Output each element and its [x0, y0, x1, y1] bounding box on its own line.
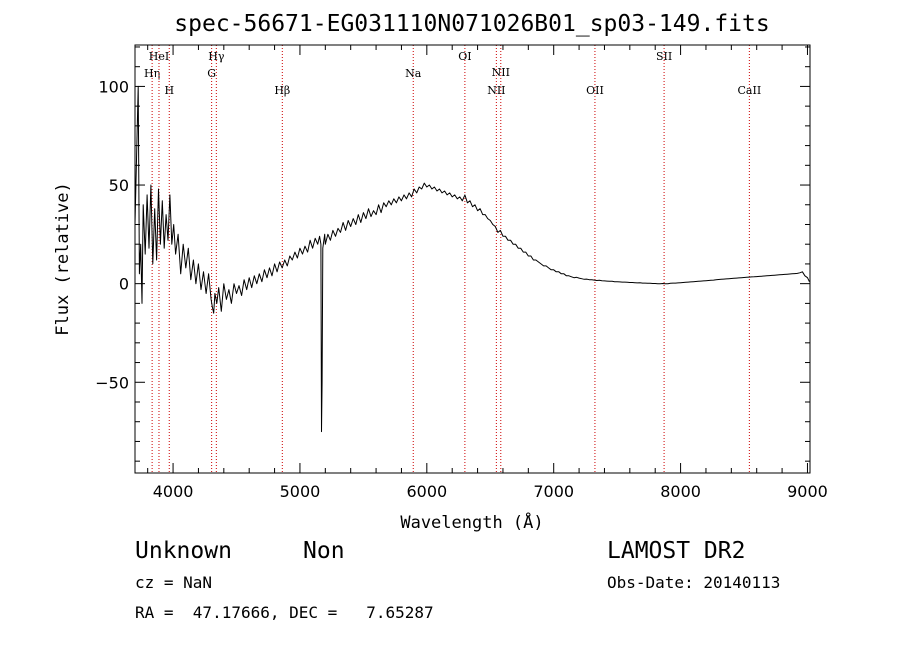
x-tick-label: 9000: [787, 482, 828, 501]
line-label: OI: [458, 50, 471, 63]
coordinates: RA = 47.17666, DEC = 7.65287: [135, 603, 434, 622]
x-tick-label: 4000: [153, 482, 194, 501]
line-label: HeI: [149, 50, 169, 63]
line-markers: Hη HeI H Hγ G Hβ Na OI NII NII OII SII CaII: [144, 45, 761, 473]
y-axis: −50 0 50 100: [95, 46, 810, 462]
class-label: Unknown: [135, 538, 232, 564]
y-tick-label: 50: [109, 176, 129, 195]
line-label: Hη: [144, 67, 160, 80]
line-label: Hβ: [274, 84, 290, 97]
spectrum-series: [134, 85, 810, 433]
line-label: OII: [586, 84, 604, 97]
line-label: NII: [492, 66, 510, 79]
x-tick-label: 7000: [533, 482, 574, 501]
survey-label: LAMOST DR2: [607, 538, 746, 564]
x-axis-label: Wavelength (Å): [400, 511, 543, 533]
x-tick-label: 5000: [280, 482, 321, 501]
y-tick-label: −50: [95, 373, 129, 392]
x-axis: 4000 5000 6000 7000 8000 9000: [147, 45, 828, 501]
y-tick-label: 0: [119, 275, 129, 294]
chart-title: spec-56671-EG031110N071026B01_sp03-149.f…: [174, 11, 769, 37]
spectrum-line-0: [134, 85, 810, 433]
line-label: G: [207, 67, 216, 80]
x-tick-label: 6000: [406, 482, 447, 501]
plot-frame: [134, 44, 811, 474]
cz-value: cz = NaN: [135, 573, 213, 592]
y-tick-label: 100: [98, 77, 129, 96]
obs-date: Obs-Date: 20140113: [607, 573, 781, 592]
x-tick-label: 8000: [660, 482, 701, 501]
line-label: NII: [487, 84, 505, 97]
line-label: SII: [656, 50, 672, 63]
line-label: CaII: [738, 84, 762, 97]
line-label: Hγ: [208, 50, 225, 63]
y-axis-label: Flux (relative): [53, 182, 73, 336]
subclass-label: Non: [303, 538, 345, 564]
line-label: Na: [405, 67, 422, 80]
line-label: H: [164, 84, 174, 97]
